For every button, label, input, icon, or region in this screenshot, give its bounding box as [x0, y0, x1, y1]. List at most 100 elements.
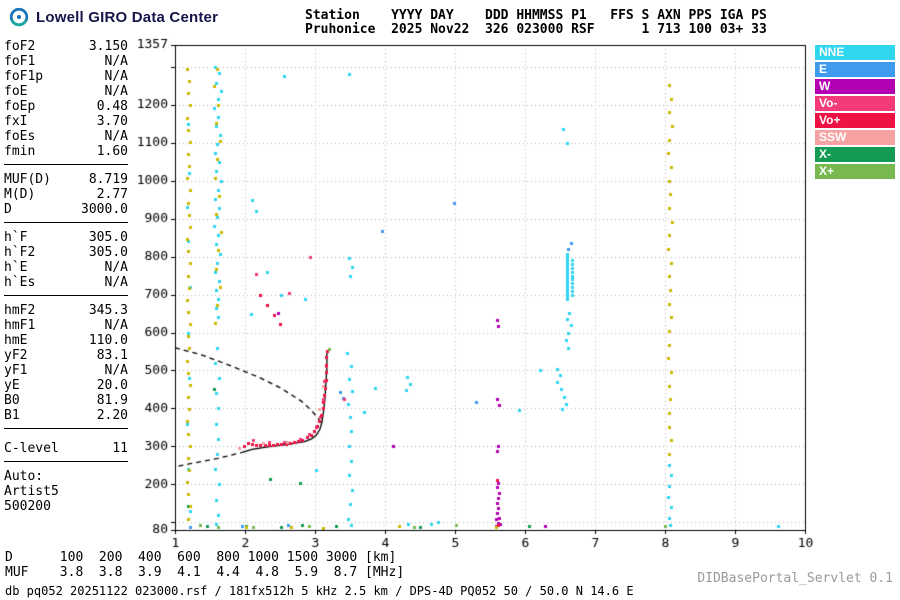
param-label: M(D) — [4, 187, 36, 202]
param-value: N/A — [104, 84, 128, 99]
muf-table-row-muf: MUF 3.8 3.8 3.9 4.1 4.4 4.8 5.9 8.7 [MHz… — [5, 565, 405, 580]
param-label: h`E — [4, 260, 28, 275]
param-row: h`E N/A — [4, 260, 128, 275]
param-value: 3.150 — [88, 39, 128, 54]
param-value: N/A — [104, 363, 128, 378]
legend-item-x+: X+ — [815, 164, 895, 179]
param-row: h`F 305.0 — [4, 230, 128, 245]
param-value: 20.0 — [96, 378, 128, 393]
param-label: fxI — [4, 114, 28, 129]
muf-table-row-distance: D 100 200 400 600 800 1000 1500 3000 [km… — [5, 550, 397, 565]
header-values: Pruhonice 2025 Nov22 326 023000 RSF 1 71… — [305, 22, 767, 37]
param-label: MUF(D) — [4, 172, 51, 187]
param-row: hmF2 345.3 — [4, 303, 128, 318]
param-label: hmF1 — [4, 318, 36, 333]
servlet-version-label: DIDBasePortal_Servlet 0.1 — [697, 571, 893, 586]
param-row: M(D) 2.77 — [4, 187, 128, 202]
param-value: 3000.0 — [81, 202, 128, 217]
parameter-group: h`F 305.0 h`F2 305.0 h`E N/A h`Es N/A — [4, 230, 128, 296]
param-value: N/A — [104, 275, 128, 290]
param-label: h`Es — [4, 275, 36, 290]
param-row: yE 20.0 — [4, 378, 128, 393]
param-row: foF1p N/A — [4, 69, 128, 84]
legend-item-nne: NNE — [815, 45, 895, 60]
param-value: 305.0 — [88, 230, 128, 245]
param-row: D 3000.0 — [4, 202, 128, 217]
param-row: yF2 83.1 — [4, 348, 128, 363]
legend-item-vo-: Vo- — [815, 96, 895, 111]
param-row: h`F2 305.0 — [4, 245, 128, 260]
giro-logo-icon — [9, 7, 29, 27]
param-row: B0 81.9 — [4, 393, 128, 408]
param-label: foF2 — [4, 39, 36, 54]
param-row: Artist5 — [4, 484, 128, 499]
param-value: N/A — [104, 129, 128, 144]
param-row: 500200 — [4, 499, 128, 514]
param-label: B1 — [4, 408, 20, 423]
parameter-group: MUF(D) 8.719 M(D) 2.77 D 3000.0 — [4, 172, 128, 223]
param-row: C-level 11 — [4, 441, 128, 456]
param-row: fxI 3.70 — [4, 114, 128, 129]
param-value: N/A — [104, 260, 128, 275]
param-label: foEp — [4, 99, 36, 114]
param-label: yF2 — [4, 348, 28, 363]
param-value: 8.719 — [88, 172, 128, 187]
param-label: D — [4, 202, 12, 217]
param-row: fmin 1.60 — [4, 144, 128, 159]
param-label: hmF2 — [4, 303, 36, 318]
param-label: yE — [4, 378, 20, 393]
param-label: foF1p — [4, 69, 44, 84]
param-row: h`Es N/A — [4, 275, 128, 290]
param-label: foE — [4, 84, 28, 99]
param-value: 81.9 — [96, 393, 128, 408]
muf-table: D 100 200 400 600 800 1000 1500 3000 [km… — [5, 550, 404, 580]
param-label: fmin — [4, 144, 36, 159]
param-row: B1 2.20 — [4, 408, 128, 423]
param-label: foEs — [4, 129, 36, 144]
param-value: 11 — [112, 441, 128, 456]
brand: Lowell GIRO Data Center — [8, 6, 218, 28]
legend-item-vo+: Vo+ — [815, 113, 895, 128]
param-value: N/A — [104, 54, 128, 69]
direction-legend: NNE E W Vo- Vo+ SSW X- X+ — [815, 45, 895, 181]
param-row: hmE 110.0 — [4, 333, 128, 348]
param-value: 2.20 — [96, 408, 128, 423]
param-row: yF1 N/A — [4, 363, 128, 378]
param-label: Auto: — [4, 469, 44, 484]
footer-measurement-info: db pq052 20251122 023000.rsf / 181fx512h… — [5, 584, 634, 598]
param-row: foF2 3.150 — [4, 39, 128, 54]
param-row: MUF(D) 8.719 — [4, 172, 128, 187]
param-label: foF1 — [4, 54, 36, 69]
param-label: yF1 — [4, 363, 28, 378]
param-row: foE N/A — [4, 84, 128, 99]
param-row: foEs N/A — [4, 129, 128, 144]
param-value: 83.1 — [96, 348, 128, 363]
param-value: N/A — [104, 318, 128, 333]
param-row: Auto: — [4, 469, 128, 484]
legend-item-e: E — [815, 62, 895, 77]
legend-item-w: W — [815, 79, 895, 94]
parameter-group: C-level 11 — [4, 441, 128, 462]
param-value: 305.0 — [88, 245, 128, 260]
param-label: hmE — [4, 333, 28, 348]
param-row: foEp 0.48 — [4, 99, 128, 114]
param-row: hmF1 N/A — [4, 318, 128, 333]
param-label: C-level — [4, 441, 59, 456]
param-label: Artist5 — [4, 484, 59, 499]
brand-title: Lowell GIRO Data Center — [36, 8, 219, 26]
parameter-group: Auto: Artist5 500200 — [4, 469, 128, 519]
param-value: 3.70 — [96, 114, 128, 129]
param-label: 500200 — [4, 499, 51, 514]
param-label: h`F2 — [4, 245, 36, 260]
parameter-group: foF2 3.150 foF1 N/A foF1p N/A foE N/A foEp 0.48 fx… — [4, 39, 128, 165]
param-value: 2.77 — [96, 187, 128, 202]
param-row: foF1 N/A — [4, 54, 128, 69]
param-label: h`F — [4, 230, 28, 245]
header-columns: Station YYYY DAY DDD HHMMSS P1 FFS S AXN… — [305, 8, 767, 23]
parameter-group: hmF2 345.3 hmF1 N/A hmE 110.0 yF2 83.1 yF1 N/A yE 2… — [4, 303, 128, 429]
param-value: 345.3 — [88, 303, 128, 318]
param-value: 110.0 — [88, 333, 128, 348]
param-value: 0.48 — [96, 99, 128, 114]
